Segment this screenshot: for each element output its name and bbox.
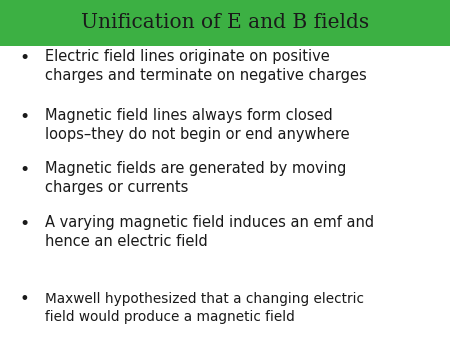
Text: •: • xyxy=(20,108,30,126)
Text: Maxwell hypothesized that a changing electric
field would produce a magnetic fie: Maxwell hypothesized that a changing ele… xyxy=(45,292,364,324)
Text: Magnetic field lines always form closed
loops–they do not begin or end anywhere: Magnetic field lines always form closed … xyxy=(45,108,350,142)
Text: Electric field lines originate on positive
charges and terminate on negative cha: Electric field lines originate on positi… xyxy=(45,49,367,83)
Text: •: • xyxy=(20,292,30,307)
Text: Unification of E and B fields: Unification of E and B fields xyxy=(81,13,369,32)
Text: •: • xyxy=(20,215,30,233)
Text: •: • xyxy=(20,161,30,178)
Text: Magnetic fields are generated by moving
charges or currents: Magnetic fields are generated by moving … xyxy=(45,161,346,195)
Text: •: • xyxy=(20,49,30,67)
Text: A varying magnetic field induces an emf and
hence an electric field: A varying magnetic field induces an emf … xyxy=(45,215,374,249)
Bar xyxy=(0,0,450,46)
